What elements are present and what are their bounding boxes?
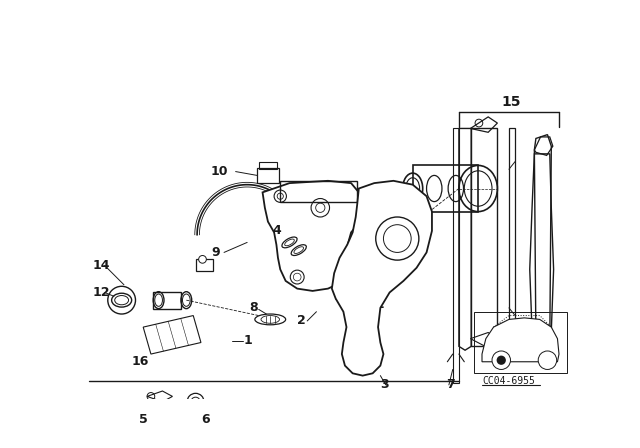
- Text: 4: 4: [273, 224, 282, 237]
- Text: 1: 1: [243, 335, 252, 348]
- Polygon shape: [482, 318, 559, 362]
- Text: 7: 7: [446, 379, 454, 392]
- Bar: [257, 168, 279, 183]
- Text: 16: 16: [132, 355, 149, 368]
- Bar: [474, 312, 566, 373]
- Text: 5: 5: [140, 413, 148, 426]
- Bar: [259, 162, 277, 169]
- Text: 6: 6: [201, 413, 209, 426]
- Text: 14: 14: [92, 259, 110, 272]
- Polygon shape: [332, 181, 432, 375]
- Text: 10: 10: [211, 165, 228, 178]
- Text: 15: 15: [501, 95, 521, 108]
- Bar: [452, 129, 459, 383]
- Text: 11: 11: [368, 297, 385, 310]
- Text: 2: 2: [297, 314, 306, 327]
- Bar: [153, 292, 181, 309]
- Bar: [413, 165, 478, 211]
- Text: CC04-6955: CC04-6955: [483, 376, 536, 386]
- Text: 12: 12: [92, 286, 110, 299]
- Bar: [509, 129, 515, 352]
- Circle shape: [492, 351, 511, 370]
- Text: 8: 8: [250, 302, 258, 314]
- Polygon shape: [262, 181, 360, 291]
- Text: 9: 9: [211, 246, 220, 259]
- Circle shape: [497, 356, 506, 365]
- Bar: [196, 259, 212, 271]
- Circle shape: [198, 255, 206, 263]
- Text: 13: 13: [336, 278, 353, 291]
- Circle shape: [538, 351, 557, 370]
- Bar: [280, 181, 357, 202]
- Text: 3: 3: [380, 379, 389, 392]
